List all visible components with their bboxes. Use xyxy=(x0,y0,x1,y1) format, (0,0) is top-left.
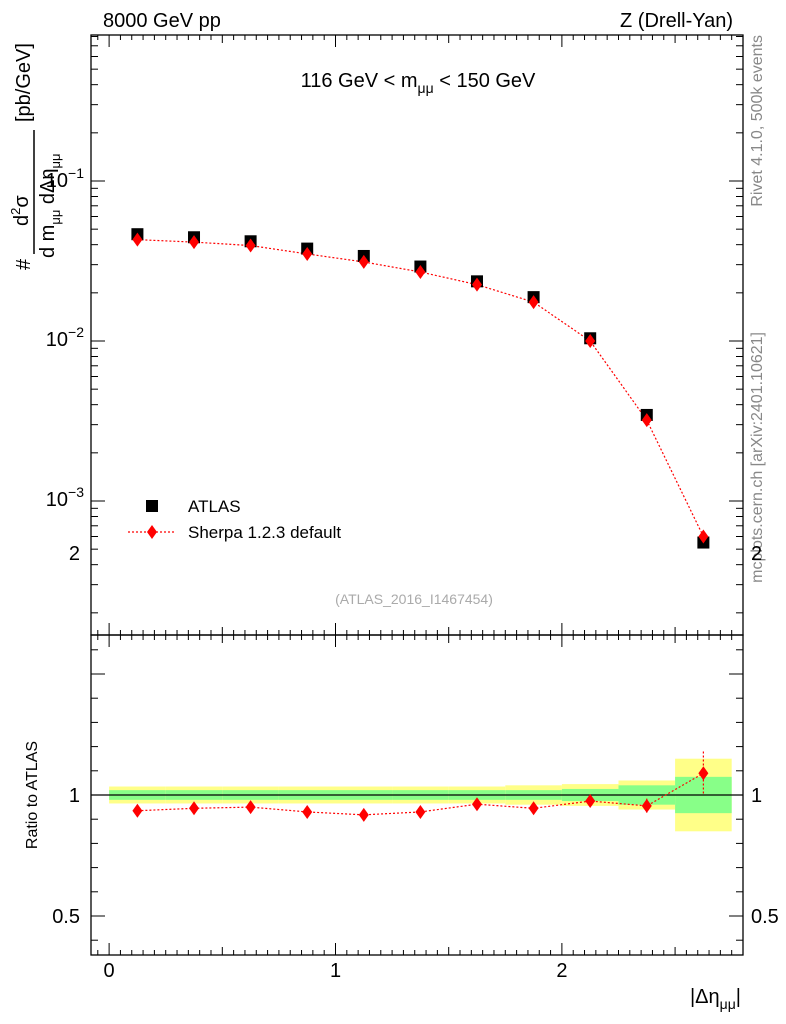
x-tick-label: 2 xyxy=(556,960,567,982)
analysis-label: (ATLAS_2016_I1467454) xyxy=(335,591,493,607)
legend-atlas-label: ATLAS xyxy=(188,497,241,516)
ratio-point xyxy=(585,794,596,809)
sherpa-point xyxy=(245,238,256,253)
sherpa-point xyxy=(698,529,709,544)
ratio-y-tick-label-right: 1 xyxy=(751,785,762,807)
y-tick-label-1e-3: 10−3 xyxy=(46,484,84,511)
main-panel: 10−1 10−2 10−3 116 GeV < mμμ < 150 GeV #… xyxy=(8,34,744,636)
svg-text:#: # xyxy=(13,258,35,270)
rivet-label: Rivet 4.1.0, 500k events xyxy=(749,35,766,207)
main-frame xyxy=(90,34,744,636)
ratio-y-tick-label: 2 xyxy=(69,543,80,565)
sherpa-point xyxy=(585,334,596,348)
ratio-point xyxy=(698,766,709,781)
sherpa-point xyxy=(358,254,369,269)
ratio-line xyxy=(137,772,704,816)
ratio-point xyxy=(189,801,200,816)
sherpa-line xyxy=(137,239,704,537)
ratio-ticks xyxy=(91,635,743,955)
energy-label: 8000 GeV pp xyxy=(103,10,221,32)
x-tick-label: 0 xyxy=(104,960,115,982)
process-label: Z (Drell-Yan) xyxy=(620,10,733,32)
ratio-point xyxy=(132,803,143,818)
ratio-y-label: Ratio to ATLAS xyxy=(24,741,41,849)
legend-sherpa-label: Sherpa 1.2.3 default xyxy=(188,523,341,542)
ratio-point xyxy=(641,798,652,813)
x-tick-label: 1 xyxy=(330,960,341,982)
ratio-y-tick-label-right: 0.5 xyxy=(751,906,779,928)
ratio-tick-labels: 0.5 0.5 1 1 2 2 0 1 2 xyxy=(52,543,779,982)
ratio-panel: 0.5 0.5 1 1 2 2 0 1 2 Ratio to ATLAS |Δημμ| xyxy=(24,543,779,1012)
ratio-point xyxy=(415,804,426,819)
main-ticks xyxy=(91,35,743,635)
main-data-points xyxy=(131,228,710,549)
ratio-point xyxy=(528,801,539,816)
sherpa-point xyxy=(132,232,143,247)
y-axis-label: # d2σ d mμμ dΔημμ [pb/GeV] xyxy=(8,43,63,270)
ratio-point xyxy=(302,804,313,819)
sherpa-point xyxy=(189,235,200,250)
sherpa-point xyxy=(641,413,652,428)
ratio-point xyxy=(358,807,369,822)
legend-sherpa-marker xyxy=(147,525,157,539)
svg-text:d mμμ dΔημμ: d mμμ dΔημμ xyxy=(37,154,63,258)
sherpa-point xyxy=(415,264,426,279)
y-tick-label-1e-2: 10−2 xyxy=(46,324,84,351)
x-axis-label: |Δημμ| xyxy=(690,986,741,1012)
sherpa-point xyxy=(302,246,313,261)
svg-text:[pb/GeV]: [pb/GeV] xyxy=(13,43,35,122)
ratio-data-points xyxy=(132,751,709,822)
ratio-point xyxy=(245,800,256,815)
ratio-y-tick-label: 0.5 xyxy=(52,906,80,928)
mcplots-label: mcplots.cern.ch [arXiv:2401.10621] xyxy=(749,332,766,583)
chart-title: 116 GeV < mμμ < 150 GeV xyxy=(301,70,536,96)
svg-text:d2σ: d2σ xyxy=(8,195,33,226)
sherpa-point xyxy=(471,277,482,292)
ratio-y-tick-label: 1 xyxy=(69,785,80,807)
ratio-point xyxy=(471,797,482,812)
legend-atlas-marker xyxy=(146,500,158,512)
sherpa-point xyxy=(528,295,539,310)
ratio-y-tick-label-right: 2 xyxy=(751,543,762,565)
legend: ATLAS Sherpa 1.2.3 default xyxy=(128,497,341,542)
